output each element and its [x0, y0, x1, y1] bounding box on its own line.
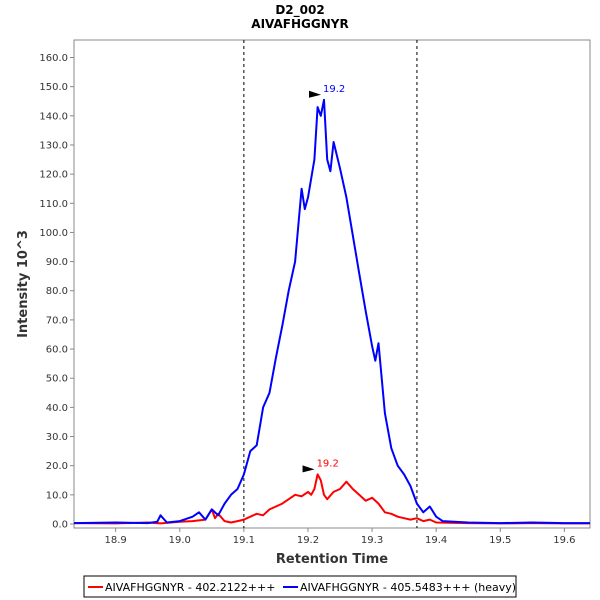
y-tick-label: 50.0 [46, 374, 68, 385]
y-tick-label: 40.0 [46, 403, 68, 414]
x-tick-label: 19.2 [297, 535, 319, 546]
legend-box [83, 575, 517, 598]
y-tick-label: 100.0 [39, 228, 68, 239]
y-tick-label: 0.0 [52, 520, 68, 531]
y-tick-label: 60.0 [46, 345, 68, 356]
legend-entry-light: AIVAFHGGNYR - 402.2122+++ [105, 581, 275, 594]
y-tick-label: 20.0 [46, 461, 68, 472]
chart-subtitle: AIVAFHGGNYR [251, 17, 348, 31]
y-tick-label: 70.0 [46, 315, 68, 326]
y-tick-label: 10.0 [46, 490, 68, 501]
x-tick-label: 19.5 [489, 535, 511, 546]
x-tick-label: 19.4 [425, 535, 447, 546]
legend-entry-heavy: AIVAFHGGNYR - 405.5483+++ (heavy) [300, 581, 516, 594]
x-tick-label: 19.0 [169, 535, 191, 546]
x-tick-label: 18.9 [105, 535, 127, 546]
peak-markers: 19.2 19.2 [302, 84, 345, 473]
x-tick-label: 19.3 [361, 535, 383, 546]
x-tick-label: 19.6 [553, 535, 575, 546]
peak-label: 19.2 [323, 84, 345, 95]
y-tick-label: 150.0 [39, 82, 68, 93]
series-line-heavy[interactable] [73, 98, 590, 525]
peak-arrow-icon [302, 465, 315, 473]
y-tick-label: 110.0 [39, 199, 68, 210]
peak-arrow-icon [308, 90, 321, 98]
series-line-light[interactable] [73, 473, 590, 525]
y-tick-label: 80.0 [46, 286, 68, 297]
chart-title: D2_002 [275, 3, 324, 18]
y-tick-label: 130.0 [39, 140, 68, 151]
y-axis-label: Intensity 10^3 [16, 230, 31, 338]
x-axis-ticks: 18.9 19.0 19.1 19.2 19.3 19.4 19.5 19.6 [105, 528, 575, 546]
x-axis-label: Retention Time [276, 552, 388, 567]
peak-label: 19.2 [317, 458, 339, 469]
y-tick-label: 160.0 [39, 53, 68, 64]
plot-area[interactable] [73, 39, 591, 529]
y-tick-label: 90.0 [46, 257, 68, 268]
y-tick-label: 30.0 [46, 432, 68, 443]
series-lines [73, 98, 590, 525]
y-tick-label: 120.0 [39, 170, 68, 181]
y-tick-label: 140.0 [39, 111, 68, 122]
x-tick-label: 19.1 [233, 535, 255, 546]
legend: AIVAFHGGNYR - 402.2122+++ AIVAFHGGNYR - … [83, 575, 517, 598]
y-axis-ticks: 0.0 10.0 20.0 30.0 40.0 50.0 60.0 70.0 80.0 90.0 1… [39, 53, 74, 531]
